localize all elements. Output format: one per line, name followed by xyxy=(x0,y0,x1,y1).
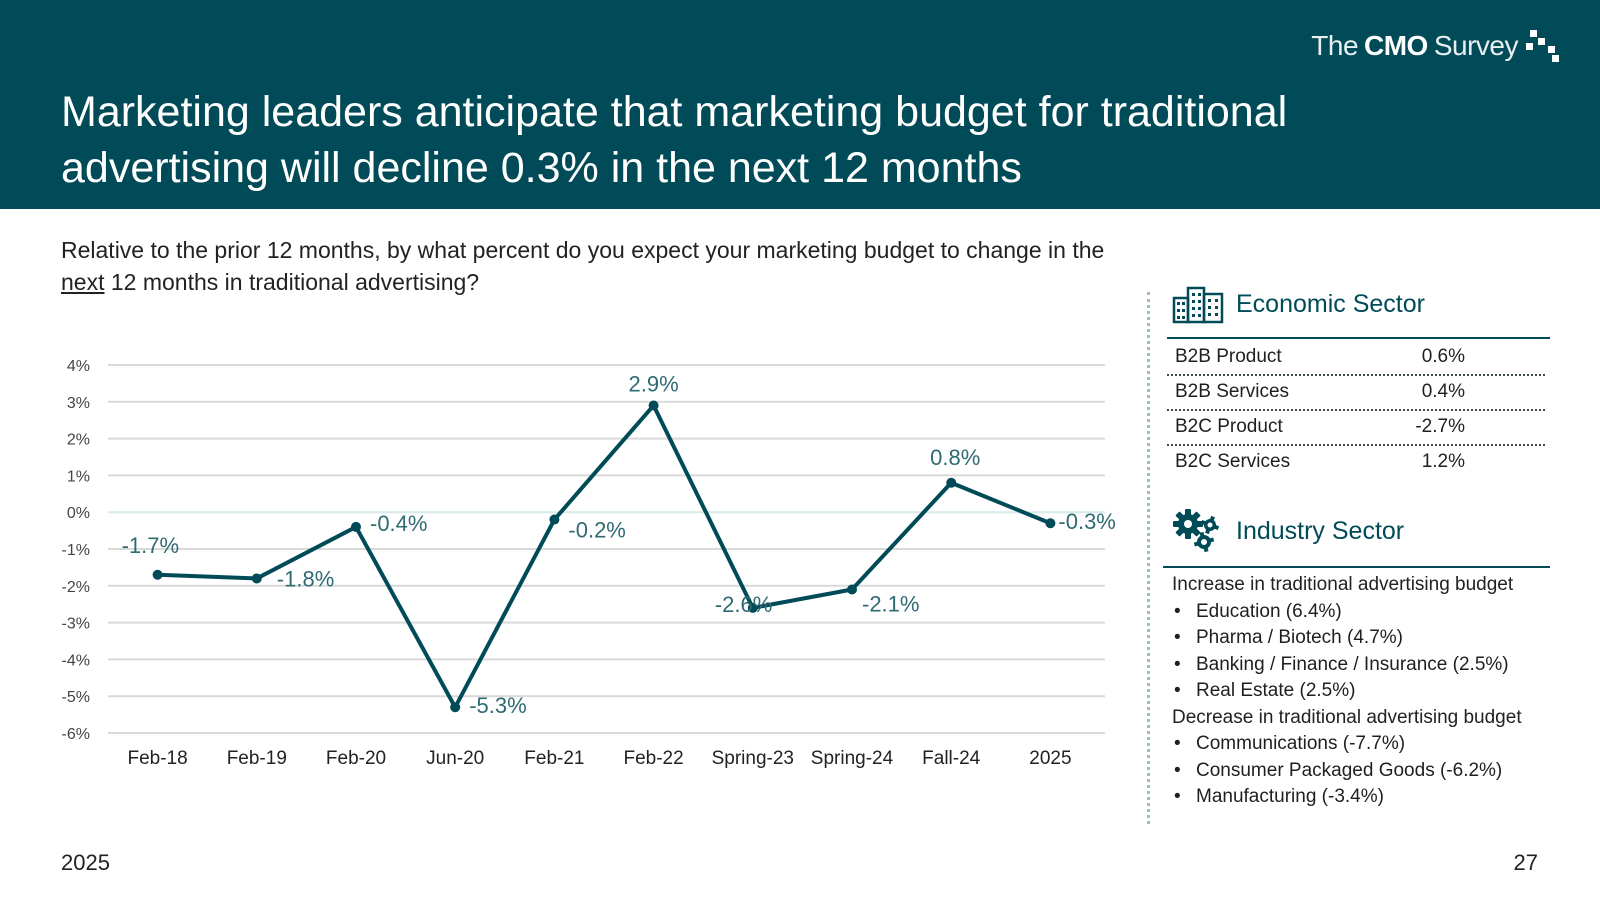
data-label: -0.3% xyxy=(1058,509,1115,534)
data-point xyxy=(847,584,857,595)
row-value: -2.7% xyxy=(1415,416,1465,437)
data-point xyxy=(946,477,957,488)
logo-dots-icon xyxy=(1526,30,1560,64)
row-value: 0.4% xyxy=(1421,381,1465,402)
footer-year: 2025 xyxy=(61,850,110,875)
y-tick-label: -2% xyxy=(62,579,90,596)
question-part-1: Relative to the prior 12 months, by what… xyxy=(61,237,1105,263)
list-item: Banking / Finance / Insurance (2.5%) xyxy=(1172,652,1562,679)
survey-question: Relative to the prior 12 months, by what… xyxy=(61,234,1141,298)
x-tick-label: Feb-18 xyxy=(127,748,187,769)
table-row: B2B Product 0.6% xyxy=(1167,341,1545,376)
y-tick-label: -3% xyxy=(62,616,90,633)
data-label: -2.6% xyxy=(715,592,772,617)
economic-sector-table: B2B Product 0.6% B2B Services 0.4% B2C P… xyxy=(1167,341,1545,481)
data-label: 0.8% xyxy=(930,445,980,470)
data-label: -1.8% xyxy=(277,566,334,591)
table-row: B2C Product -2.7% xyxy=(1167,411,1545,446)
y-tick-label: 0% xyxy=(67,505,90,522)
row-label: B2C Product xyxy=(1175,416,1283,437)
series-line xyxy=(157,403,1052,710)
industry-sector-heading: Industry Sector xyxy=(1172,508,1404,554)
list-item: Manufacturing (-3.4%) xyxy=(1172,784,1562,811)
x-tick-label: Spring-24 xyxy=(811,748,894,769)
y-tick-label: 4% xyxy=(67,358,90,375)
data-point xyxy=(549,514,560,525)
slide-title: Marketing leaders anticipate that market… xyxy=(61,88,1288,192)
logo-survey: Survey xyxy=(1433,30,1519,61)
question-part-2: 12 months in traditional advertising? xyxy=(104,269,480,295)
industry-sector-list: Increase in traditional advertising budg… xyxy=(1172,572,1562,811)
data-label: -1.7% xyxy=(122,533,179,558)
row-label: B2C Services xyxy=(1175,451,1291,472)
vertical-divider xyxy=(1147,292,1150,824)
x-tick-label: Spring-23 xyxy=(712,748,794,769)
data-point xyxy=(1045,518,1056,529)
y-tick-label: 2% xyxy=(67,432,90,449)
economic-sector-heading: Economic Sector xyxy=(1172,284,1425,324)
x-tick-label: Feb-19 xyxy=(227,748,287,769)
data-label: -5.3% xyxy=(469,693,526,718)
header-banner: The CMO Survey Marketing leaders anticip… xyxy=(0,0,1600,209)
question-emphasis: next xyxy=(61,269,105,295)
increase-heading: Increase in traditional advertising budg… xyxy=(1172,574,1514,595)
increase-list: Education (6.4%) Pharma / Biotech (4.7%)… xyxy=(1172,599,1562,705)
data-label: 2.9% xyxy=(629,371,679,396)
data-label: -2.1% xyxy=(862,591,919,616)
data-point xyxy=(747,602,758,613)
data-point xyxy=(251,573,262,584)
logo-cmo: CMO xyxy=(1364,30,1428,61)
list-item: Education (6.4%) xyxy=(1172,599,1562,626)
data-point xyxy=(152,569,163,580)
list-item: Pharma / Biotech (4.7%) xyxy=(1172,625,1562,652)
economic-sector-title: Economic Sector xyxy=(1236,289,1425,318)
row-label: B2B Product xyxy=(1175,346,1282,367)
y-tick-label: 3% xyxy=(67,395,90,412)
data-point xyxy=(450,702,461,713)
y-tick-label: -1% xyxy=(62,542,90,559)
buildings-icon xyxy=(1172,286,1224,324)
list-item: Communications (-7.7%) xyxy=(1172,731,1562,758)
x-tick-label: 2025 xyxy=(1029,748,1071,769)
list-item: Real Estate (2.5%) xyxy=(1172,678,1562,705)
data-label: -0.2% xyxy=(568,518,625,543)
x-tick-label: Fall-24 xyxy=(922,748,981,769)
y-tick-label: -5% xyxy=(62,689,90,706)
industry-sector-title: Industry Sector xyxy=(1236,516,1405,545)
x-tick-label: Jun-20 xyxy=(426,748,484,769)
decrease-heading: Decrease in traditional advertising budg… xyxy=(1172,706,1522,728)
gears-icon xyxy=(1173,509,1220,553)
list-item: Consumer Packaged Goods (-6.2%) xyxy=(1172,758,1562,785)
data-point xyxy=(351,521,361,532)
budget-change-line-chart: 4% 3% 2% 1% 0% -1% -2% -3% -4% -5% -6% Feb-18 Feb-19… xyxy=(62,358,1116,769)
logo-the: The xyxy=(1311,30,1359,61)
table-row: B2B Services 0.4% xyxy=(1167,376,1545,411)
y-tick-label: 1% xyxy=(67,468,90,485)
data-point xyxy=(648,400,659,411)
row-label: B2B Services xyxy=(1175,381,1290,402)
row-value: 1.2% xyxy=(1421,451,1465,472)
row-value: 0.6% xyxy=(1421,346,1465,367)
y-tick-label: -6% xyxy=(62,726,90,743)
x-tick-label: Feb-21 xyxy=(524,748,584,769)
cmo-survey-logo: The CMO Survey xyxy=(1311,30,1560,64)
data-label: -0.4% xyxy=(370,511,427,536)
x-tick-label: Feb-22 xyxy=(623,748,683,769)
table-row: B2C Services 1.2% xyxy=(1167,446,1545,481)
x-tick-label: Feb-20 xyxy=(326,748,386,769)
page-number: 27 xyxy=(1513,850,1538,875)
economic-sector-rule xyxy=(1167,337,1550,339)
industry-sector-rule xyxy=(1163,566,1550,568)
y-tick-label: -4% xyxy=(62,652,90,669)
decrease-list: Communications (-7.7%) Consumer Packaged… xyxy=(1172,731,1562,811)
